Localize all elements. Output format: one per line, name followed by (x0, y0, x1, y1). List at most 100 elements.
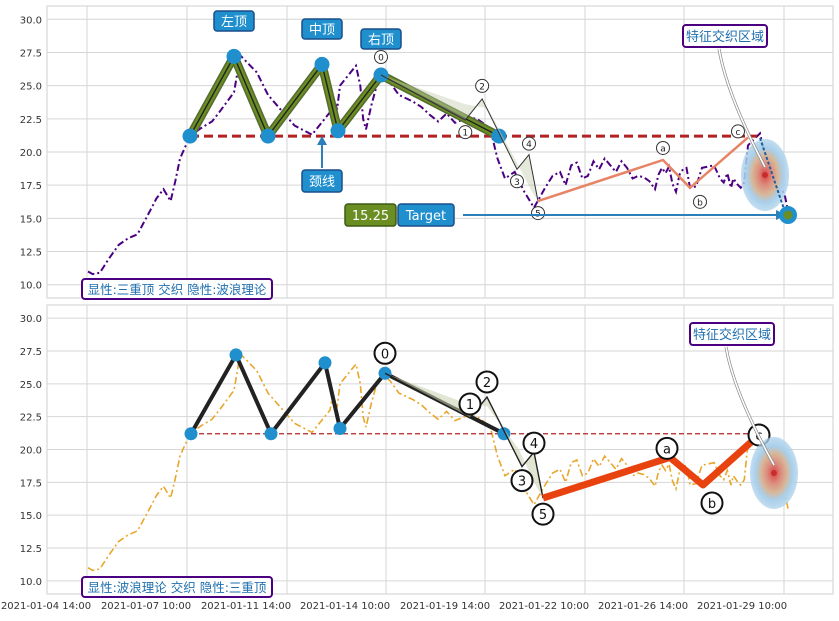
vertex-label: 左顶 (221, 15, 247, 30)
y-tick-label: 27.5 (20, 347, 42, 358)
target-label: Target (405, 209, 446, 224)
wave-label-circle (510, 469, 534, 493)
pattern-vertex (264, 427, 278, 441)
target-value: 15.25 (352, 209, 389, 224)
wave-label-circle (693, 194, 707, 209)
wave-label: 3 (518, 475, 526, 490)
x-tick-label: 2021-01-19 14:00 (400, 601, 490, 612)
wave-label-circle (475, 370, 499, 394)
legend-box (81, 278, 273, 300)
pattern-vertex (229, 348, 243, 362)
wave-label: b (708, 497, 716, 512)
wave-label: 1 (462, 129, 468, 139)
pattern-vertex (314, 56, 330, 72)
vertex-label-box (301, 18, 343, 40)
y-tick-label: 17.5 (20, 181, 42, 192)
wave-label-circle (655, 436, 679, 460)
wave-label: 4 (530, 437, 538, 452)
target-value-box (344, 203, 397, 227)
wave-label: 2 (479, 82, 485, 92)
zone-label-text: 特征交织区域 (686, 29, 764, 45)
zone-center-dot (771, 470, 777, 476)
wave-label: 0 (378, 54, 384, 64)
wave-impulse-line (384, 372, 544, 499)
wave-label-circle (522, 136, 536, 151)
pattern-vertex (330, 123, 346, 139)
y-tick-label: 22.5 (20, 413, 42, 424)
wave-label-circle (731, 124, 745, 139)
wave-label: 5 (539, 508, 547, 523)
wave-label-circle (458, 392, 482, 416)
y-tick-label: 10.0 (20, 577, 42, 588)
y-tick-label: 30.0 (20, 314, 42, 325)
wave-label-circle (374, 50, 388, 65)
pattern-vertex (260, 128, 276, 144)
x-tick-label: 2021-01-04 14:00 (1, 601, 91, 612)
x-tick-label: 2021-01-26 14:00 (598, 601, 688, 612)
wave-label-circle (510, 174, 524, 189)
wave-label: c (736, 128, 741, 138)
wave-label: 1 (466, 398, 474, 413)
y-tick-label: 12.5 (20, 248, 42, 259)
wave-label: a (663, 442, 671, 457)
target-label-box (397, 203, 455, 227)
neckline-label-box (301, 169, 343, 193)
neckline-arrow-head (317, 136, 327, 145)
x-tick-label: 2021-01-07 10:00 (101, 601, 191, 612)
wave-label: a (660, 144, 666, 154)
pattern-vertex (182, 128, 198, 144)
y-tick-label: 25.0 (20, 82, 42, 93)
vertex-label-box (360, 28, 402, 50)
wave-label: 3 (514, 178, 520, 188)
neckline-label: 颈线 (309, 175, 335, 190)
wave-label-circle (656, 140, 670, 155)
y-tick-label: 10.0 (20, 281, 42, 292)
wave-label-circle (531, 502, 555, 526)
wave-label-circle (522, 431, 546, 455)
wave-label-circle (458, 125, 473, 140)
zone-label-box (689, 322, 775, 346)
wave-label: 0 (381, 347, 389, 362)
y-tick-label: 25.0 (20, 380, 42, 391)
wave-label: 2 (483, 376, 491, 391)
target-marker-inner (783, 210, 793, 220)
wave-label: 4 (526, 140, 532, 150)
wave-label-circle (475, 78, 490, 93)
wave-label-circle (373, 341, 397, 365)
price-series-line (87, 52, 789, 276)
vertex-label-box (213, 10, 255, 32)
pattern-vertex (226, 48, 242, 64)
wave-label-circle (700, 491, 724, 515)
legend-text: 显性:三重顶 交织 隐性:波浪理论 (88, 282, 267, 297)
wave-correction-line (541, 432, 762, 502)
target-projection (759, 137, 787, 216)
vertex-label: 中顶 (309, 23, 335, 38)
x-tick-label: 2021-01-29 10:00 (697, 601, 787, 612)
y-tick-label: 20.0 (20, 148, 42, 159)
wave-label-circle (531, 206, 545, 221)
pattern-vertex (184, 427, 198, 441)
x-tick-label: 2021-01-22 10:00 (499, 601, 589, 612)
x-tick-label: 2021-01-14 10:00 (300, 601, 390, 612)
wave-correction-line (537, 136, 749, 203)
price-series-line (87, 351, 789, 572)
x-tick-label: 2021-01-11 14:00 (201, 601, 291, 612)
panel-top: 10.0 12.5 15.0 17.5 20.0 22.5 25.0 27.5 30.0 0 1 2 3… (20, 5, 834, 300)
zone-label-box (682, 24, 768, 48)
y-tick-label: 15.0 (20, 511, 42, 522)
zone-arrow (725, 346, 775, 466)
wave-label: b (697, 198, 703, 208)
zone-label-text: 特征交织区域 (693, 327, 771, 343)
y-tick-label: 12.5 (20, 544, 42, 555)
y-tick-label: 27.5 (20, 48, 42, 59)
pattern-vertex (318, 356, 332, 370)
y-tick-label: 17.5 (20, 478, 42, 489)
y-tick-label: 20.0 (20, 446, 42, 457)
y-tick-label: 15.0 (20, 214, 42, 225)
legend-box (81, 576, 273, 598)
y-tick-label: 22.5 (20, 115, 42, 126)
zone-arrow (718, 48, 766, 168)
panel-bottom: 10.0 12.5 15.0 17.5 20.0 22.5 25.0 27.5 30.0 0 12 3… (20, 304, 834, 598)
vertex-label: 右顶 (368, 33, 394, 48)
